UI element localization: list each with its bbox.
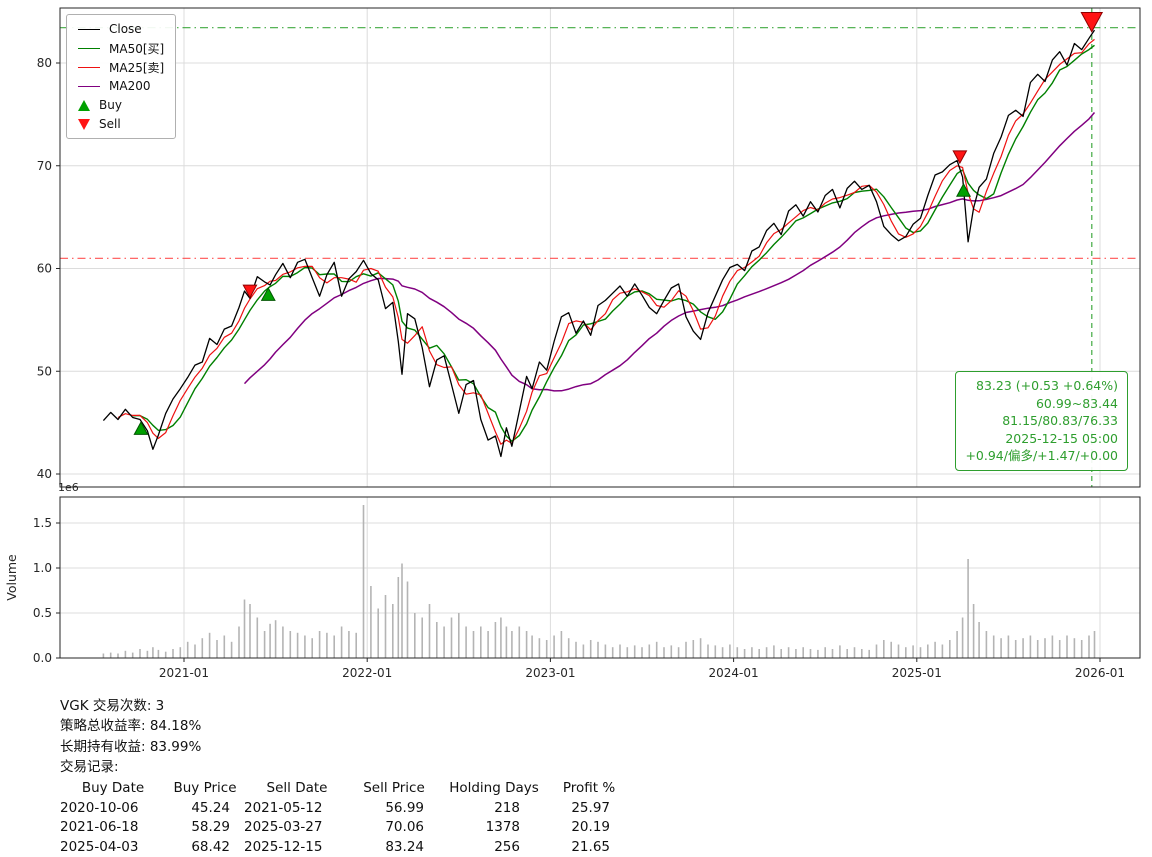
svg-text:60: 60: [37, 262, 52, 276]
buy-hold-return-line: 长期持有收益: 83.99%: [60, 738, 202, 755]
svg-text:1.0: 1.0: [33, 561, 52, 575]
chart-legend: Close MA50[买] MA25[卖] MA200 Buy Sell: [66, 14, 177, 139]
sell-marker: [1080, 11, 1104, 33]
legend-item-ma50: MA50[买]: [78, 41, 165, 56]
trade-cell: 2021-05-12: [244, 799, 323, 816]
buy-marker: [133, 421, 149, 435]
trade-cell: 218: [494, 799, 520, 816]
trade-column-header: Buy Price: [173, 780, 237, 797]
svg-text:2021-01: 2021-01: [159, 666, 209, 680]
legend-item-buy: Buy: [78, 98, 164, 112]
trade-column-header: Sell Date: [266, 780, 328, 797]
legend-label-ma25: MA25[卖]: [109, 60, 165, 75]
sell-marker: [952, 150, 968, 165]
strategy-return-line: 策略总收益率: 84.18%: [60, 718, 202, 735]
ma200-line-icon: [78, 85, 100, 87]
svg-text:1e6: 1e6: [58, 481, 79, 494]
legend-item-sell: Sell: [78, 117, 164, 131]
legend-label-close: Close: [109, 22, 142, 36]
svg-text:40: 40: [37, 467, 52, 481]
sell-marker: [242, 284, 258, 299]
legend-item-ma200: MA200: [78, 79, 164, 93]
trade-cell: 56.99: [385, 799, 424, 816]
buy-triangle-icon: [78, 99, 90, 111]
trade-cell: 2021-06-18: [60, 819, 139, 836]
ma200-line: [243, 112, 1096, 392]
trade-cell: 20.19: [571, 819, 610, 836]
trade-cell: 45.24: [191, 799, 230, 816]
annotation-ma-values: 81.15/80.83/76.33: [1002, 413, 1118, 428]
annotation-timestamp: 2025-12-15 05:00: [1005, 430, 1118, 446]
trade-cell: 2025-04-03: [60, 838, 139, 855]
annotation-signal: +0.94/偏多/+1.47/+0.00: [965, 448, 1118, 463]
trade-cell: 70.06: [385, 819, 424, 836]
trade-cell: 83.24: [385, 838, 424, 855]
annotation-last-price: 83.23 (+0.53 +0.64%): [976, 378, 1118, 393]
ma50-line-icon: [78, 47, 100, 49]
svg-text:Volume: Volume: [4, 554, 19, 601]
svg-text:2022-01: 2022-01: [342, 666, 392, 680]
svg-text:2026-01: 2026-01: [1075, 666, 1125, 680]
ma50-line: [132, 44, 1095, 442]
annotation-range: 60.99~83.44: [1035, 395, 1118, 411]
svg-text:80: 80: [37, 56, 52, 70]
trade-cell: 1378: [485, 819, 520, 836]
svg-text:1.5: 1.5: [33, 516, 52, 530]
trade-column-header: Buy Date: [81, 780, 145, 797]
legend-item-ma25: MA25[卖]: [78, 60, 165, 75]
trade-cell: 21.65: [571, 838, 610, 855]
legend-label-ma200: MA200: [109, 79, 151, 93]
legend-label-sell: Sell: [99, 117, 121, 131]
buy-marker: [956, 182, 972, 197]
trade-column-header: Holding Days: [449, 780, 539, 797]
svg-text:2025-01: 2025-01: [892, 666, 942, 680]
price-info-annotation: 83.23 (+0.53 +0.64%) 60.99~83.44 81.15/8…: [955, 371, 1128, 471]
svg-text:2023-01: 2023-01: [525, 666, 575, 680]
trade-column-header: Profit %: [562, 780, 616, 797]
trades-table: Buy Date Buy Price Sell Date Sell Price Hold…: [60, 779, 628, 855]
svg-text:50: 50: [37, 364, 52, 378]
ma25-line: [117, 38, 1095, 445]
close-line: [102, 29, 1096, 458]
backtest-summary: VGK 交易次数: 3 策略总收益率: 84.18% 长期持有收益: 83.99…: [60, 697, 628, 856]
sell-triangle-icon: [78, 118, 90, 130]
trade-cell: 2025-03-27: [244, 819, 323, 836]
trade-cell: 2025-12-15: [244, 838, 323, 855]
legend-label-buy: Buy: [99, 98, 122, 112]
trade-column-header: Sell Price: [363, 780, 425, 797]
svg-text:0.0: 0.0: [33, 651, 52, 665]
trade-count-line: VGK 交易次数: 3: [60, 698, 165, 714]
legend-item-close: Close: [78, 22, 164, 36]
trade-log-label: 交易记录:: [60, 759, 119, 776]
trade-cell: 2020-10-06: [60, 799, 139, 816]
trade-cell: 256: [494, 838, 520, 855]
svg-text:2024-01: 2024-01: [709, 666, 759, 680]
svg-text:0.5: 0.5: [33, 606, 52, 620]
trade-cell: 58.29: [191, 819, 230, 836]
close-line-icon: [78, 28, 100, 30]
trade-cell: 68.42: [191, 838, 230, 855]
buy-marker: [260, 287, 276, 301]
trade-cell: 25.97: [571, 799, 610, 816]
volume-panel: 0.0 0.5 1.0 1.5 2021-01 2022-01 2023-01 2024-01…: [4, 481, 1141, 680]
ma25-line-icon: [78, 66, 100, 68]
svg-text:70: 70: [37, 159, 52, 173]
legend-label-ma50: MA50[买]: [109, 41, 165, 56]
